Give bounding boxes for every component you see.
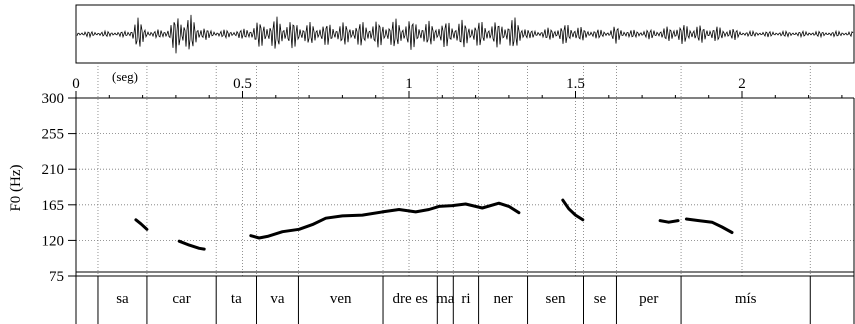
time-unit-label: (seg) bbox=[112, 69, 138, 84]
syllable-label: mís bbox=[735, 291, 757, 307]
y-tick-label: 165 bbox=[42, 198, 65, 214]
waveform-panel bbox=[75, 4, 855, 64]
time-tick-label: 0 bbox=[72, 76, 80, 92]
syllable-label: sen bbox=[546, 291, 566, 307]
f0-plot: 75 120 165 210 255 300 F0 (Hz) bbox=[8, 91, 855, 285]
time-tick-label: 1 bbox=[405, 76, 413, 92]
y-tick-label: 300 bbox=[42, 91, 65, 107]
syllable-label: ta bbox=[231, 291, 242, 307]
syllable-label: va bbox=[270, 291, 285, 307]
time-tick-label: 1.5 bbox=[566, 76, 585, 92]
f0-axis-ticks: 75 120 165 210 255 300 bbox=[42, 91, 76, 285]
time-axis-ticks: 0 0.5 1 1.5 2 bbox=[72, 76, 843, 276]
syllable-label: ri bbox=[461, 291, 470, 307]
waveform-frame bbox=[75, 4, 855, 64]
y-tick-label: 255 bbox=[42, 127, 65, 143]
f0-contour-segment bbox=[134, 218, 149, 231]
waveform-trace bbox=[76, 14, 854, 54]
y-tick-label: 75 bbox=[49, 269, 64, 285]
f0-contour-segment bbox=[561, 198, 585, 222]
y-tick-label: 120 bbox=[42, 233, 65, 249]
syllable-label: sa bbox=[116, 291, 129, 307]
syllable-label: per bbox=[639, 291, 658, 307]
syllable-label: ma bbox=[436, 291, 455, 307]
syllable-tier: sa car ta va ven dre es ma ri ner sen se per mís bbox=[75, 276, 855, 324]
syllable-label: car bbox=[172, 291, 190, 307]
y-axis-title: F0 (Hz) bbox=[8, 164, 24, 211]
f0-contour-segment bbox=[177, 239, 206, 251]
y-tick-label: 210 bbox=[42, 162, 65, 178]
f0-contour-segment bbox=[684, 217, 734, 234]
f0-contour-segment bbox=[249, 201, 521, 240]
f0-contour-segment bbox=[658, 219, 680, 224]
time-tick-label: 0.5 bbox=[233, 76, 252, 92]
time-tick-label: 2 bbox=[738, 76, 746, 92]
f0-contours bbox=[134, 198, 734, 251]
syllable-label: ner bbox=[493, 291, 512, 307]
syllable-boundaries: sa car ta va ven dre es ma ri ner sen se per mís bbox=[97, 276, 811, 324]
time-axis: 0 0.5 1 1.5 2 (seg) bbox=[72, 69, 854, 276]
syllable-label: se bbox=[594, 291, 607, 307]
syllable-label: dre es bbox=[392, 291, 428, 307]
syllable-label: ven bbox=[330, 291, 352, 307]
f0-gridlines bbox=[76, 133, 854, 241]
